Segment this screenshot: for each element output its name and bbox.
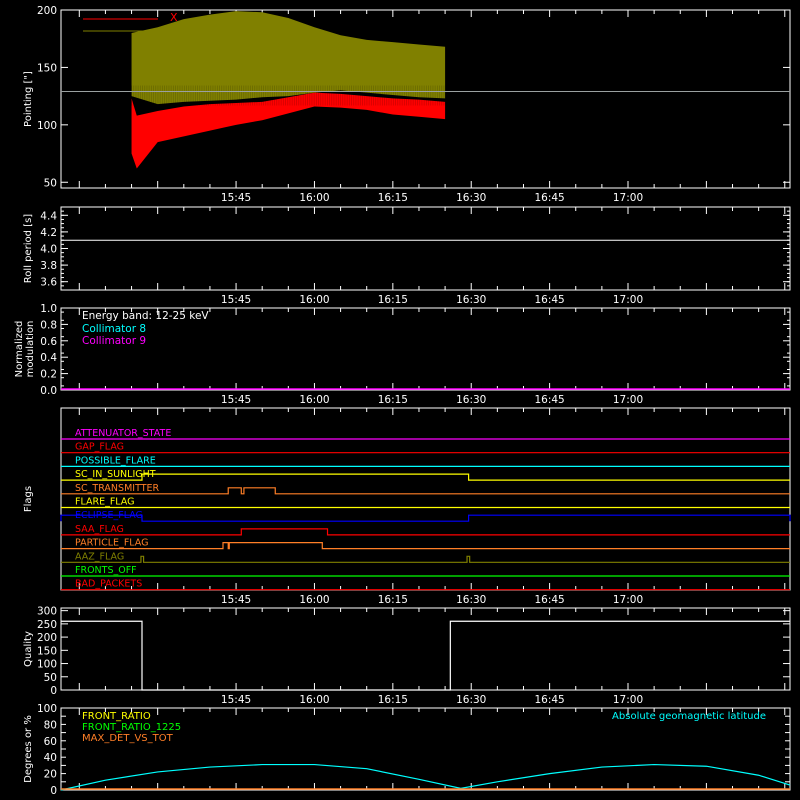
geomagnetic-legend-latitude: Absolute geomagnetic latitude bbox=[612, 711, 766, 722]
flag-label-particle-flag: PARTICLE_FLAG bbox=[75, 538, 148, 549]
pointing-x-tick-label: 17:00 bbox=[613, 192, 643, 204]
flag-label-sc-in-sunlight: SC_IN_SUNLIGHT bbox=[75, 469, 156, 480]
modulation-frame bbox=[60, 307, 791, 391]
modulation-y-tick-label: 0.6 bbox=[40, 336, 57, 348]
quality-series-line bbox=[61, 620, 790, 691]
pointing-frame bbox=[60, 9, 791, 189]
modulation-ylabel: Normalized bbox=[14, 321, 25, 378]
modulation-ylabel: modulation bbox=[25, 321, 36, 378]
flag-label-bad-packets: BAD_PACKETS bbox=[75, 579, 142, 590]
modulation-x-tick-label: 17:00 bbox=[613, 394, 643, 406]
roll-y-tick-label: 3.6 bbox=[40, 277, 57, 289]
pointing-x-tick-label: 15:45 bbox=[221, 192, 251, 204]
flag-trace-sc-in-sunlight bbox=[61, 473, 790, 481]
roll-y-tick-label: 4.2 bbox=[40, 227, 57, 239]
pointing-x-tick-label: 16:00 bbox=[299, 192, 329, 204]
flag-trace-eclipse-flag bbox=[60, 514, 791, 522]
pointing-x-tick-label: 16:15 bbox=[378, 192, 408, 204]
geomagnetic-legend-front-ratio-1225: FRONT_RATIO_1225 bbox=[82, 722, 181, 733]
modulation-x-tick-label: 16:15 bbox=[378, 394, 408, 406]
flags-ylabel: Flags bbox=[23, 486, 34, 512]
quality-y-tick-label: 250 bbox=[37, 619, 57, 631]
roll-y-tick-label: 4.4 bbox=[40, 210, 57, 222]
pointing-legend-label-y: Y bbox=[169, 23, 177, 36]
flag-label-attenuator-state: ATTENUATOR_STATE bbox=[75, 428, 171, 439]
modulation-x-tick-label: 16:00 bbox=[299, 394, 329, 406]
flag-trace-aaz-flag bbox=[61, 555, 790, 563]
quality-y-tick-label: 50 bbox=[44, 672, 57, 684]
modulation-legend-9: Collimator 9 bbox=[82, 335, 146, 347]
modulation-y-tick-label: 0.8 bbox=[40, 319, 57, 331]
geomagnetic-legend-front-ratio: FRONT_RATIO bbox=[82, 711, 151, 722]
roll-x-tick-label: 16:00 bbox=[299, 294, 329, 306]
quality-y-tick-label: 300 bbox=[37, 606, 57, 618]
quality-x-tick-label: 16:15 bbox=[378, 694, 408, 706]
modulation-x-tick-label: 15:45 bbox=[221, 394, 251, 406]
flags-x-tick-label: 16:30 bbox=[456, 594, 486, 606]
modulation-annotation: Energy band: 12-25 keV bbox=[82, 310, 209, 322]
quality-y-tick-label: 150 bbox=[37, 645, 57, 657]
plot-layer: 15:45 16:00 16:15 16:30 16:45 17:005010015020… bbox=[14, 5, 791, 797]
modulation-x-tick-label: 16:30 bbox=[456, 394, 486, 406]
quality-x-tick-label: 15:45 bbox=[221, 694, 251, 706]
pointing-x-tick-label: 16:45 bbox=[534, 192, 564, 204]
flags-x-tick-label: 16:45 bbox=[534, 594, 564, 606]
geomagnetic-y-tick-label: 40 bbox=[44, 752, 57, 764]
pointing-y-tick-label: 50 bbox=[44, 177, 57, 189]
flags-x-tick-label: 16:00 bbox=[299, 594, 329, 606]
flags-x-tick-label: 15:45 bbox=[221, 594, 251, 606]
roll-x-tick-label: 17:00 bbox=[613, 294, 643, 306]
flag-label-possible-flare: POSSIBLE_FLARE bbox=[75, 455, 156, 466]
flag-label-fronts-off: FRONTS_OFF bbox=[75, 565, 137, 576]
quality-ylabel: Quality bbox=[23, 631, 34, 667]
roll-y-tick-label: 4.0 bbox=[40, 244, 57, 256]
quality-y-tick-label: 0 bbox=[50, 685, 57, 697]
flags-x-tick-label: 16:15 bbox=[378, 594, 408, 606]
flag-label-gap-flag: GAP_FLAG bbox=[75, 442, 124, 453]
geomagnetic-y-tick-label: 20 bbox=[44, 769, 57, 781]
geomagnetic-y-tick-label: 60 bbox=[44, 736, 57, 748]
flag-label-flare-flag: FLARE_FLAG bbox=[75, 497, 135, 508]
quality-x-tick-label: 16:00 bbox=[299, 694, 329, 706]
flag-label-saa-flag: SAA_FLAG bbox=[75, 524, 124, 535]
modulation-legend-8: Collimator 8 bbox=[82, 323, 146, 335]
flags-x-tick-label: 17:00 bbox=[613, 594, 643, 606]
pointing-y-tick-label: 100 bbox=[37, 120, 57, 132]
pointing-y-tick-label: 150 bbox=[37, 62, 57, 74]
quality-y-tick-label: 100 bbox=[37, 659, 57, 671]
modulation-x-tick-label: 16:45 bbox=[534, 394, 564, 406]
pointing-ylabel: Pointing ["] bbox=[23, 71, 34, 127]
flag-trace-particle-flag bbox=[61, 542, 790, 550]
quality-x-tick-label: 16:30 bbox=[456, 694, 486, 706]
roll-x-tick-label: 16:15 bbox=[378, 294, 408, 306]
modulation-y-tick-label: 0.2 bbox=[40, 369, 57, 381]
modulation-y-tick-label: 0.0 bbox=[40, 385, 57, 397]
roll-x-tick-label: 15:45 bbox=[221, 294, 251, 306]
geomagnetic-y-tick-label: 100 bbox=[37, 703, 57, 715]
geomagnetic-y-tick-label: 0 bbox=[50, 785, 57, 797]
geomagnetic-y-tick-label: 80 bbox=[44, 719, 57, 731]
roll-y-tick-label: 3.8 bbox=[40, 260, 57, 272]
flag-trace-sc-transmitter bbox=[61, 487, 790, 495]
pointing-x-tick-label: 16:30 bbox=[456, 192, 486, 204]
flag-label-aaz-flag: AAZ_FLAG bbox=[75, 551, 124, 562]
roll-ylabel: Roll period [s] bbox=[23, 214, 34, 283]
modulation-y-tick-label: 1.0 bbox=[40, 303, 57, 315]
quality-x-tick-label: 16:45 bbox=[534, 694, 564, 706]
modulation-y-tick-label: 0.4 bbox=[40, 352, 57, 364]
pointing-series-x-band bbox=[131, 92, 446, 169]
pointing-y-tick-label: 200 bbox=[37, 5, 57, 17]
geomagnetic-ylabel: Degrees or % bbox=[23, 715, 34, 783]
geomagnetic-latitude-line bbox=[60, 763, 791, 791]
geomagnetic-legend-max-det-vs-tot: MAX_DET_VS_TOT bbox=[82, 733, 174, 744]
flag-label-sc-transmitter: SC_TRANSMITTER bbox=[75, 483, 160, 494]
quality-y-tick-label: 200 bbox=[37, 632, 57, 644]
quality-x-tick-label: 17:00 bbox=[613, 694, 643, 706]
roll-x-tick-label: 16:45 bbox=[534, 294, 564, 306]
pointing-legend-label-x: X bbox=[170, 11, 178, 24]
flag-trace-saa-flag bbox=[61, 528, 790, 536]
roll-x-tick-label: 16:30 bbox=[456, 294, 486, 306]
pointing-series-y-band bbox=[131, 11, 446, 105]
